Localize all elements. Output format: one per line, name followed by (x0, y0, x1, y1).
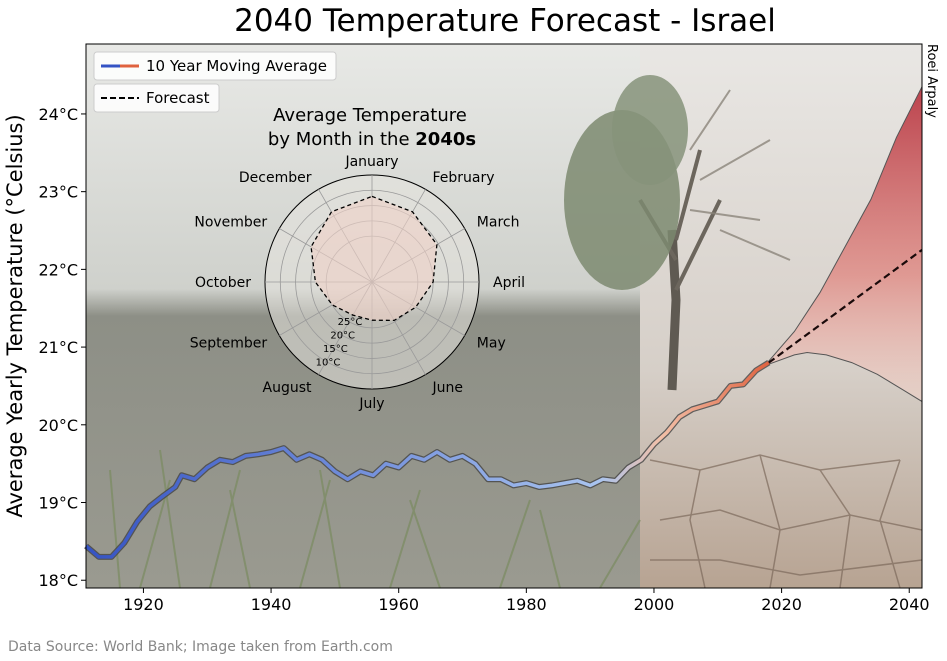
polar-month-label: September (190, 336, 268, 352)
polar-radial-tick-label: 15°C (323, 344, 348, 355)
plot-frame (85, 43, 923, 589)
y-tick-label: 24°C (38, 105, 78, 124)
y-axis: 18°C 19°C 20°C 21°C 22°C 23°C 24°C (38, 105, 86, 590)
y-tick-label: 22°C (38, 260, 78, 279)
y-tick-label: 18°C (38, 571, 78, 590)
author-credit: Roei Arpaly (924, 44, 939, 118)
legend: 10 Year Moving Average Forecast (93, 51, 337, 113)
polar-month-label: August (263, 380, 313, 396)
polar-month-label: January (344, 154, 398, 170)
x-tick-label: 1940 (251, 595, 292, 614)
legend-box-moving-average (93, 51, 337, 81)
polar-month-label: April (493, 275, 525, 291)
y-tick-label: 21°C (38, 338, 78, 357)
forecast-range-band (768, 86, 922, 403)
x-tick-label: 2000 (634, 595, 675, 614)
x-tick-label: 1960 (378, 595, 419, 614)
polar-month-label: July (358, 396, 384, 412)
polar-radial-tick-label: 10°C (316, 358, 341, 369)
polar-month-label: May (477, 336, 506, 352)
data-source-note: Data Source: World Bank; Image taken fro… (8, 639, 393, 655)
polar-title-line2: by Month in the 2040s (268, 129, 476, 150)
grass (109, 449, 641, 588)
polar-radial-labels: 10°C 15°C 20°C 25°C (316, 317, 363, 368)
x-tick-label: 2020 (761, 595, 802, 614)
polar-month-label: March (477, 215, 520, 231)
polar-month-label: November (194, 215, 267, 231)
polar-month-label: February (433, 170, 495, 186)
polar-title-line1: Average Temperature (273, 105, 467, 126)
x-axis: 1920 1940 1960 1980 2000 2020 2040 (123, 588, 930, 614)
polar-temperature-shape (310, 195, 438, 322)
y-tick-label: 19°C (38, 494, 78, 513)
x-tick-label: 2040 (889, 595, 930, 614)
legend-box-forecast (93, 83, 220, 113)
crack-lines (649, 454, 922, 588)
y-axis-label: Average Yearly Temperature (°Celsius) (3, 114, 27, 517)
y-tick-label: 23°C (38, 183, 78, 202)
plot-background (86, 44, 922, 588)
moving-average-line (84, 361, 770, 559)
polar-radial-tick-label: 20°C (330, 331, 355, 342)
x-tick-label: 1920 (123, 595, 164, 614)
y-tick-label: 20°C (38, 416, 78, 435)
polar-month-label: October (195, 275, 251, 291)
polar-month-labels: January February March April May June July Augu… (190, 154, 525, 412)
chart-title: 2040 Temperature Forecast - Israel (234, 3, 776, 39)
tree (564, 75, 791, 391)
polar-radial-tick-label: 25°C (338, 317, 363, 328)
x-tick-label: 1980 (506, 595, 547, 614)
legend-label-forecast: Forecast (146, 89, 210, 107)
polar-month-label: June (432, 380, 464, 396)
polar-month-label: December (239, 170, 312, 186)
polar-inset: Average Temperature by Month in the 2040… (190, 105, 525, 412)
forecast-line (768, 249, 923, 364)
legend-label-moving-average: 10 Year Moving Average (146, 57, 327, 75)
